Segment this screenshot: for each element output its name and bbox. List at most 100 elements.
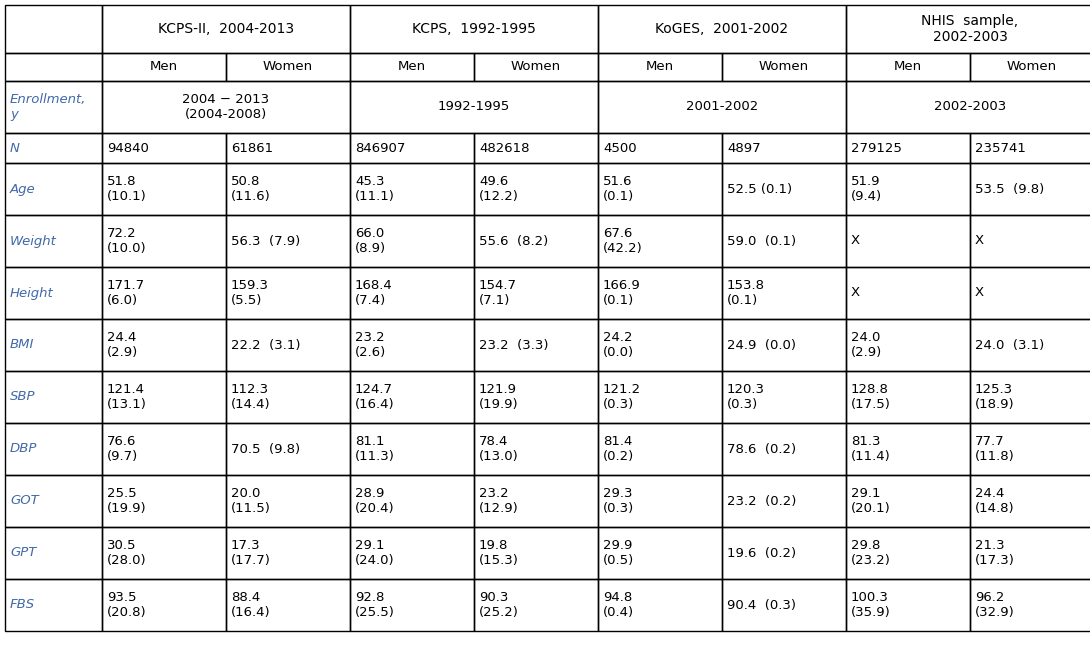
Text: X: X (851, 287, 860, 300)
Bar (722, 371, 846, 423)
Text: 2004 − 2013
(2004-2008): 2004 − 2013 (2004-2008) (182, 93, 269, 121)
Text: KCPS-II,  2004-2013: KCPS-II, 2004-2013 (158, 22, 294, 36)
Text: 81.4
(0.2): 81.4 (0.2) (603, 435, 634, 463)
Bar (350, 215, 474, 267)
Bar (970, 53, 1090, 81)
Bar (846, 475, 970, 527)
Text: 29.3
(0.3): 29.3 (0.3) (603, 487, 634, 515)
Bar (722, 527, 846, 579)
Text: GPT: GPT (10, 547, 36, 560)
Text: 77.7
(11.8): 77.7 (11.8) (974, 435, 1015, 463)
Bar (970, 133, 1090, 163)
Bar (226, 423, 350, 475)
Bar (722, 423, 846, 475)
Bar (598, 527, 722, 579)
Bar (846, 215, 970, 267)
Bar (846, 81, 1090, 133)
Text: 51.8
(10.1): 51.8 (10.1) (107, 175, 147, 203)
Bar (970, 371, 1090, 423)
Bar (102, 5, 350, 53)
Text: Women: Women (1007, 61, 1057, 74)
Text: N: N (10, 142, 20, 155)
Text: 29.8
(23.2): 29.8 (23.2) (851, 539, 891, 567)
Text: 24.9  (0.0): 24.9 (0.0) (727, 338, 796, 351)
Text: 171.7
(6.0): 171.7 (6.0) (107, 279, 145, 307)
Text: 93.5
(20.8): 93.5 (20.8) (107, 591, 147, 619)
Text: 120.3
(0.3): 120.3 (0.3) (727, 383, 765, 411)
Text: BMI: BMI (10, 338, 35, 351)
Text: X: X (974, 234, 984, 248)
Bar (846, 527, 970, 579)
Bar (5, 215, 102, 267)
Text: 23.2
(2.6): 23.2 (2.6) (355, 331, 386, 359)
Text: 81.1
(11.3): 81.1 (11.3) (355, 435, 395, 463)
Text: 50.8
(11.6): 50.8 (11.6) (231, 175, 270, 203)
Text: 4897: 4897 (727, 142, 761, 155)
Bar (598, 579, 722, 631)
Bar (970, 163, 1090, 215)
Bar (598, 163, 722, 215)
Bar (5, 53, 102, 81)
Bar (598, 371, 722, 423)
Text: KCPS,  1992-1995: KCPS, 1992-1995 (412, 22, 536, 36)
Text: 94.8
(0.4): 94.8 (0.4) (603, 591, 634, 619)
Text: FBS: FBS (10, 598, 35, 611)
Text: 21.3
(17.3): 21.3 (17.3) (974, 539, 1015, 567)
Text: 124.7
(16.4): 124.7 (16.4) (355, 383, 395, 411)
Text: 19.8
(15.3): 19.8 (15.3) (479, 539, 519, 567)
Bar (226, 163, 350, 215)
Text: 24.4
(14.8): 24.4 (14.8) (974, 487, 1015, 515)
Bar (474, 133, 598, 163)
Text: 24.2
(0.0): 24.2 (0.0) (603, 331, 634, 359)
Text: Women: Women (759, 61, 809, 74)
Text: Men: Men (646, 61, 674, 74)
Text: 56.3  (7.9): 56.3 (7.9) (231, 234, 300, 248)
Text: 168.4
(7.4): 168.4 (7.4) (355, 279, 392, 307)
Bar (226, 215, 350, 267)
Text: 482618: 482618 (479, 142, 530, 155)
Text: 81.3
(11.4): 81.3 (11.4) (851, 435, 891, 463)
Bar (226, 133, 350, 163)
Bar (102, 579, 226, 631)
Text: 88.4
(16.4): 88.4 (16.4) (231, 591, 270, 619)
Bar (722, 53, 846, 81)
Text: Age: Age (10, 182, 36, 195)
Text: 1992-1995: 1992-1995 (438, 100, 510, 113)
Bar (5, 475, 102, 527)
Bar (970, 527, 1090, 579)
Bar (846, 319, 970, 371)
Text: 51.6
(0.1): 51.6 (0.1) (603, 175, 634, 203)
Bar (350, 527, 474, 579)
Bar (5, 423, 102, 475)
Bar (5, 319, 102, 371)
Bar (598, 81, 846, 133)
Text: 22.2  (3.1): 22.2 (3.1) (231, 338, 301, 351)
Text: Height: Height (10, 287, 53, 300)
Bar (102, 163, 226, 215)
Bar (970, 579, 1090, 631)
Bar (598, 215, 722, 267)
Bar (350, 163, 474, 215)
Text: 20.0
(11.5): 20.0 (11.5) (231, 487, 271, 515)
Bar (102, 215, 226, 267)
Text: SBP: SBP (10, 391, 36, 404)
Text: 153.8
(0.1): 153.8 (0.1) (727, 279, 765, 307)
Bar (970, 215, 1090, 267)
Text: Men: Men (894, 61, 922, 74)
Bar (226, 579, 350, 631)
Text: Enrollment,
y: Enrollment, y (10, 93, 86, 121)
Bar (474, 527, 598, 579)
Text: 51.9
(9.4): 51.9 (9.4) (851, 175, 882, 203)
Text: 92.8
(25.5): 92.8 (25.5) (355, 591, 395, 619)
Text: 90.3
(25.2): 90.3 (25.2) (479, 591, 519, 619)
Bar (722, 163, 846, 215)
Bar (5, 527, 102, 579)
Text: 159.3
(5.5): 159.3 (5.5) (231, 279, 269, 307)
Text: X: X (974, 287, 984, 300)
Text: 29.9
(0.5): 29.9 (0.5) (603, 539, 634, 567)
Bar (598, 475, 722, 527)
Text: 61861: 61861 (231, 142, 274, 155)
Text: 23.2
(12.9): 23.2 (12.9) (479, 487, 519, 515)
Bar (970, 319, 1090, 371)
Bar (474, 163, 598, 215)
